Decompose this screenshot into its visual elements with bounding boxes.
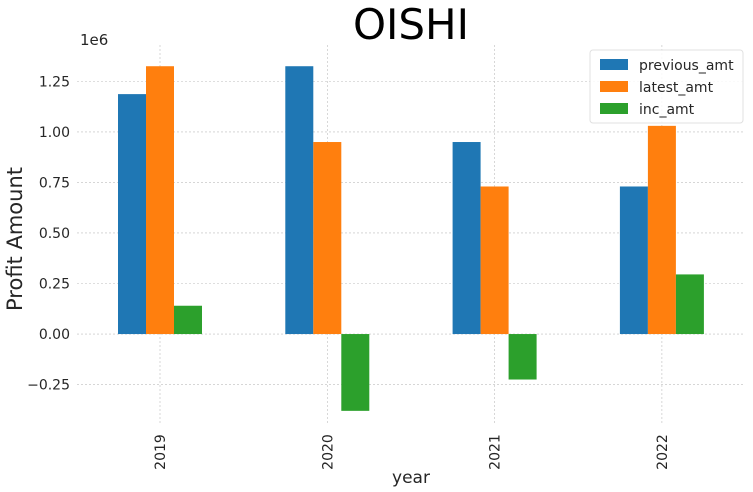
legend-label-inc-amt: inc_amt [639,102,695,118]
legend-box [589,49,744,124]
y-tick-label: 1.25 [39,74,70,90]
bar-inc-amt-2021 [508,334,537,380]
legend-swatch-inc-amt [600,103,628,114]
legend: previous_amt latest_amt inc_amt [589,49,744,124]
y-tick-label: 0.75 [39,175,70,191]
y-tick-label: 0.25 [39,277,70,293]
legend-label-previous-amt: previous_amt [639,58,734,74]
y-tick-label: 0.50 [39,226,70,242]
x-tick-label: 2022 [655,434,671,470]
y-axis-label: Profit Amount [3,167,27,311]
bar-previous-amt-2021 [452,142,481,335]
axis-layer: −0.25 0.00 0.25 0.50 0.75 1.00 1.25 2019 2020 202… [27,74,671,469]
bar-layer [118,66,704,411]
legend-label-latest-amt: latest_amt [639,80,714,96]
x-tick-label: 2021 [488,434,504,470]
y-tick-label: −0.25 [27,378,70,394]
bar-latest-amt-2021 [480,186,509,335]
bar-previous-amt-2020 [285,66,314,335]
x-axis-label: year [392,468,430,488]
y-tick-label: 1.00 [39,125,70,141]
bar-latest-amt-2020 [313,142,342,335]
bar-inc-amt-2020 [341,334,370,411]
y-tick-label: 0.00 [39,327,70,343]
chart-title: OISHI [353,0,469,49]
bar-inc-amt-2019 [174,305,202,335]
bar-inc-amt-2022 [675,274,704,335]
bar-previous-amt-2022 [619,186,648,335]
bar-latest-amt-2019 [146,66,174,335]
y-scale-label: 1e6 [80,31,108,49]
legend-swatch-previous-amt [600,59,628,70]
bar-previous-amt-2019 [118,94,146,335]
x-tick-label: 2020 [320,434,336,470]
bar-latest-amt-2022 [647,125,676,335]
x-tick-label: 2019 [153,434,169,470]
legend-swatch-latest-amt [600,81,628,92]
